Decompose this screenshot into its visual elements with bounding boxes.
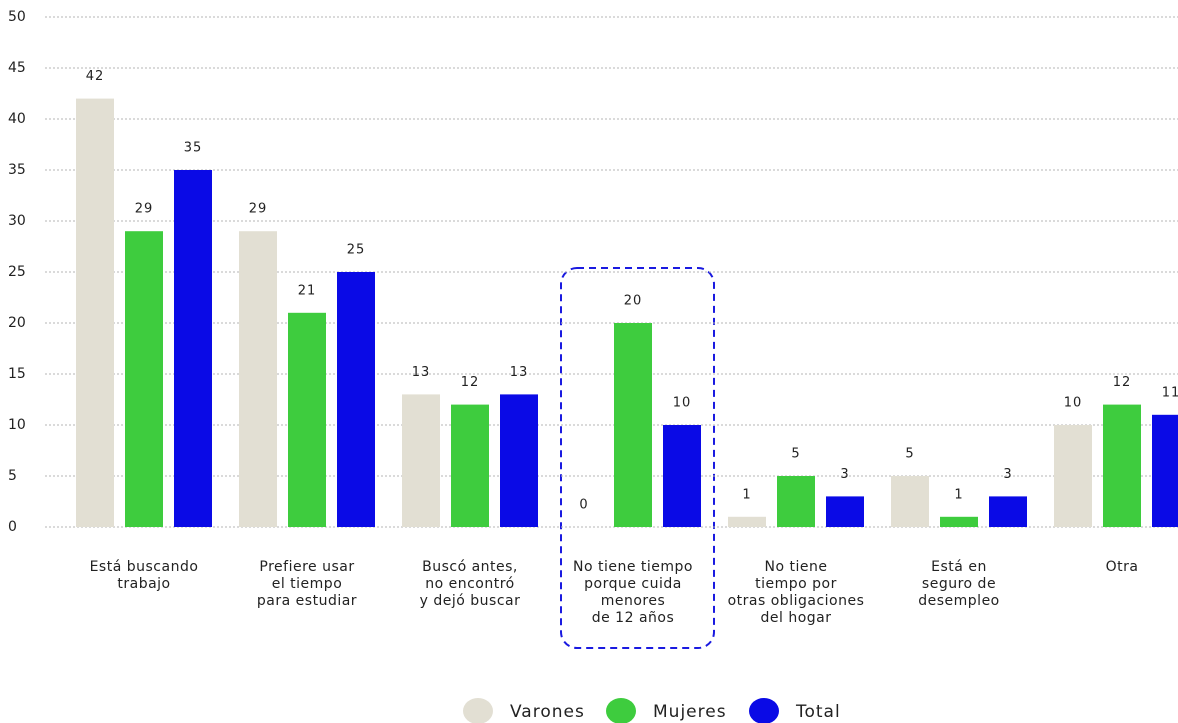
value-label: 13 — [510, 365, 529, 380]
value-label: 1 — [742, 487, 751, 502]
bar — [777, 476, 815, 527]
x-tick-label: Otra — [1106, 559, 1139, 575]
value-label: 42 — [86, 69, 105, 84]
y-tick-label: 35 — [8, 162, 26, 178]
y-tick-label: 15 — [8, 366, 26, 382]
value-label: 5 — [791, 447, 800, 462]
legend-swatch — [606, 698, 636, 723]
value-label: 12 — [461, 375, 480, 390]
y-tick-label: 40 — [8, 111, 26, 127]
y-tick-label: 25 — [8, 264, 26, 280]
bar — [826, 496, 864, 527]
legend-label: Total — [795, 702, 841, 722]
value-label: 35 — [184, 141, 203, 156]
bar — [174, 170, 212, 527]
value-label: 0 — [579, 498, 588, 513]
value-label: 3 — [840, 467, 849, 482]
value-label: 10 — [673, 396, 692, 411]
value-label: 21 — [298, 283, 317, 298]
x-tick-label: Está en seguro de desempleo — [918, 559, 1000, 609]
y-tick-label: 0 — [8, 519, 17, 535]
bar — [891, 476, 929, 527]
bar — [239, 231, 277, 527]
bar — [1054, 425, 1092, 527]
value-label: 11 — [1162, 385, 1178, 400]
bar — [1152, 414, 1178, 527]
value-label: 13 — [412, 365, 431, 380]
y-tick-label: 10 — [8, 417, 26, 433]
value-label: 20 — [624, 294, 643, 309]
x-tick-label: Buscó antes, no encontró y dejó buscar — [420, 559, 521, 609]
bar — [125, 231, 163, 527]
bar — [1103, 404, 1141, 527]
bar — [989, 496, 1027, 527]
y-tick-label: 20 — [8, 315, 26, 331]
x-tick-label: No tiene tiempo por otras obligaciones del … — [728, 559, 865, 626]
value-label: 5 — [905, 447, 914, 462]
value-label: 29 — [135, 202, 154, 217]
value-label: 29 — [249, 202, 268, 217]
legend-label: Mujeres — [653, 702, 727, 722]
value-label: 1 — [954, 487, 963, 502]
legend-swatch — [463, 698, 493, 723]
bar — [402, 394, 440, 527]
legend-label: Varones — [510, 702, 585, 722]
value-label: 25 — [347, 243, 366, 258]
x-tick-label: Está buscando trabajo — [90, 559, 199, 592]
x-tick-label: Prefiere usar el tiempo para estudiar — [257, 559, 357, 609]
bar — [728, 516, 766, 527]
legend-swatch — [749, 698, 779, 723]
value-label: 12 — [1113, 375, 1132, 390]
bar — [337, 272, 375, 527]
bar — [614, 323, 652, 527]
bar — [451, 404, 489, 527]
y-tick-label: 30 — [8, 213, 26, 229]
bar — [288, 312, 326, 527]
bar — [940, 516, 978, 527]
highlight-box — [560, 267, 715, 649]
value-label: 10 — [1064, 396, 1083, 411]
y-tick-label: 5 — [8, 468, 17, 484]
y-tick-label: 45 — [8, 60, 26, 76]
y-tick-label: 50 — [8, 9, 26, 25]
value-label: 3 — [1003, 467, 1012, 482]
x-tick-label: No tiene tiempo porque cuida menores de 12 … — [573, 559, 693, 626]
bar — [500, 394, 538, 527]
bar — [76, 98, 114, 527]
bar — [663, 425, 701, 527]
